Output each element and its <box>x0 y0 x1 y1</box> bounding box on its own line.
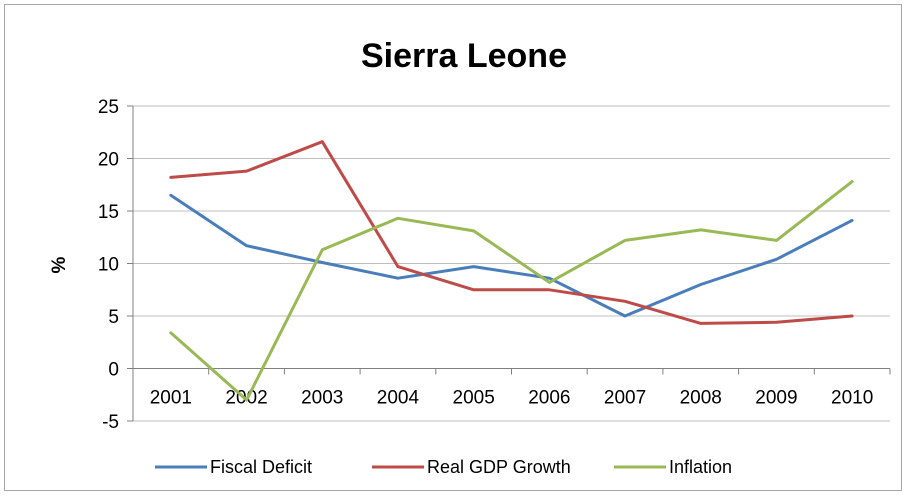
y-axis-label: % <box>49 256 70 273</box>
x-tick-label: 2009 <box>755 388 797 409</box>
x-tick-label: 2005 <box>453 388 495 409</box>
legend-label: Inflation <box>669 457 732 477</box>
axes <box>127 105 891 422</box>
x-tick-label: 2001 <box>150 388 192 409</box>
series-line-2 <box>169 140 854 325</box>
y-tick-label: 20 <box>98 150 119 171</box>
legend-label: Real GDP Growth <box>427 457 571 477</box>
y-tick-labels: 25 20 15 10 5 0 -5 <box>98 97 119 433</box>
legend: Fiscal Deficit Real GDP Growth Inflation <box>155 457 732 477</box>
legend-label: Fiscal Deficit <box>210 457 312 477</box>
x-tick-label: 2007 <box>604 388 646 409</box>
y-tick-label: 5 <box>108 307 119 328</box>
y-tick-label: 10 <box>98 255 119 276</box>
chart-frame <box>4 4 902 491</box>
y-tick-label: 25 <box>98 97 119 118</box>
x-tick-label: 2003 <box>301 388 343 409</box>
series-lines <box>169 140 854 402</box>
series-line-1 <box>169 193 854 318</box>
x-tick-label: 2006 <box>528 388 570 409</box>
y-tick-label: 15 <box>98 202 119 223</box>
x-tick-label: 2004 <box>377 388 420 409</box>
y-tick-label: 0 <box>108 360 119 381</box>
y-tick-label: -5 <box>102 412 119 433</box>
x-tick-labels: 2001 2002 2003 2004 2005 2006 2007 2008 2009 2010 <box>150 388 874 409</box>
x-tick-label: 2008 <box>680 388 722 409</box>
chart-title: Sierra Leone <box>361 37 567 75</box>
x-tick-label: 2010 <box>831 388 873 409</box>
series-line-3 <box>169 180 854 402</box>
